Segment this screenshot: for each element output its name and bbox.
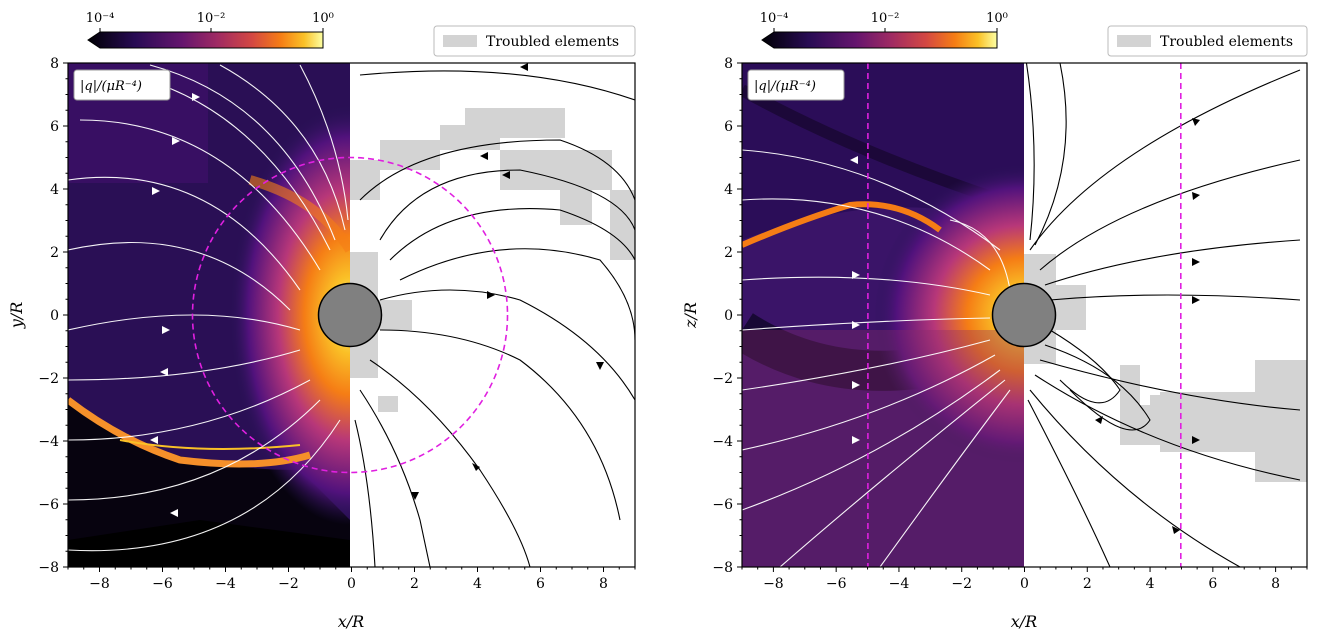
left-x-tick-label: 0 (347, 576, 356, 592)
left-body (317, 282, 383, 348)
left-y-axis-label: y/R (7, 302, 26, 329)
left-y-tick-label: 6 (50, 119, 59, 135)
left-heatmap (68, 63, 350, 567)
left-x-tick-label: −8 (89, 576, 110, 592)
left-ticks: −8 −6 −4 −2 0 2 4 6 8 8 6 4 2 0 −2 −4 −6 −8 (38, 56, 636, 592)
left-x-tick-label: 8 (599, 576, 608, 592)
right-legend: Troubled elements (1107, 25, 1308, 57)
left-x-tick-label: 6 (536, 576, 545, 592)
right-ticks: −8 −6 −4 −2 0 2 4 6 8 8 6 4 2 0 −2 −4 −6 −8 (712, 56, 1308, 592)
right-x-tick-label: −4 (889, 576, 910, 592)
right-body (991, 282, 1057, 348)
left-x-tick-label: 2 (410, 576, 419, 592)
right-x-axis-label: x/R (1011, 612, 1037, 631)
right-x-tick-label: 4 (1146, 576, 1155, 592)
left-x-axis-label: x/R (338, 612, 364, 631)
left-y-tick-label: −8 (38, 560, 59, 576)
left-panel: 10⁻⁴ 10⁻² 10⁰ Troubled elements (7, 11, 636, 631)
right-y-tick-label: 4 (724, 182, 733, 198)
left-x-tick-label: −6 (152, 576, 173, 592)
right-x-tick-label: 8 (1271, 576, 1280, 592)
left-y-tick-label: 0 (50, 308, 59, 324)
right-colorbar-tick-1: 10⁻⁴ (760, 11, 789, 26)
left-x-tick-label: −2 (278, 576, 299, 592)
right-quantity-label-box: |q|/(μR⁻⁴) (747, 69, 845, 101)
left-colorbar-tick-2: 10⁻² (197, 11, 226, 26)
left-streamlines-region (350, 63, 635, 567)
right-x-tick-label: −2 (951, 576, 972, 592)
right-x-tick-label: 2 (1083, 576, 1092, 592)
right-x-tick-label: 0 (1020, 576, 1029, 592)
left-y-tick-label: 4 (50, 182, 59, 198)
left-y-tick-label: −2 (38, 371, 59, 387)
right-legend-swatch (1117, 35, 1151, 47)
right-x-tick-label: −8 (763, 576, 784, 592)
left-y-tick-label: 2 (50, 245, 59, 261)
left-y-tick-label: −4 (38, 434, 59, 450)
left-colorbar: 10⁻⁴ 10⁻² 10⁰ (86, 11, 334, 49)
right-y-tick-label: 8 (724, 56, 733, 72)
right-colorbar-tick-3: 10⁰ (986, 11, 1008, 26)
left-colorbar-tick-3: 10⁰ (312, 11, 334, 26)
left-x-tick-label: −4 (215, 576, 236, 592)
right-panel: 10⁻⁴ 10⁻² 10⁰ Troubled elements (681, 11, 1308, 631)
left-guide-circle (191, 156, 509, 474)
left-x-tick-label: 4 (473, 576, 482, 592)
right-y-tick-label: 2 (724, 245, 733, 261)
right-colorbar-tick-2: 10⁻² (871, 11, 900, 26)
left-legend-label: Troubled elements (486, 34, 619, 50)
right-y-tick-label: 6 (724, 119, 733, 135)
left-troubled-elements (350, 108, 635, 412)
right-x-tick-label: 6 (1208, 576, 1217, 592)
right-y-tick-label: −2 (712, 371, 733, 387)
left-legend: Troubled elements (433, 25, 636, 57)
left-y-tick-label: −6 (38, 497, 59, 513)
right-y-tick-label: −4 (712, 434, 733, 450)
right-y-tick-label: −6 (712, 497, 733, 513)
right-legend-label: Troubled elements (1160, 34, 1293, 50)
right-heatmap (742, 63, 1024, 567)
right-streamlines-region (1024, 63, 1307, 567)
right-x-tick-label: −6 (826, 576, 847, 592)
left-quantity-label-box: |q|/(μR⁻⁴) (73, 69, 171, 101)
right-quantity-label: |q|/(μR⁻⁴) (754, 79, 816, 94)
right-y-axis-label: z/R (681, 302, 700, 329)
right-y-tick-label: 0 (724, 308, 733, 324)
left-quantity-label: |q|/(μR⁻⁴) (80, 79, 142, 94)
left-legend-swatch (443, 35, 477, 47)
left-colorbar-tick-1: 10⁻⁴ (86, 11, 115, 26)
right-colorbar: 10⁻⁴ 10⁻² 10⁰ (760, 11, 1008, 49)
left-y-tick-label: 8 (50, 56, 59, 72)
right-y-tick-label: −8 (712, 560, 733, 576)
